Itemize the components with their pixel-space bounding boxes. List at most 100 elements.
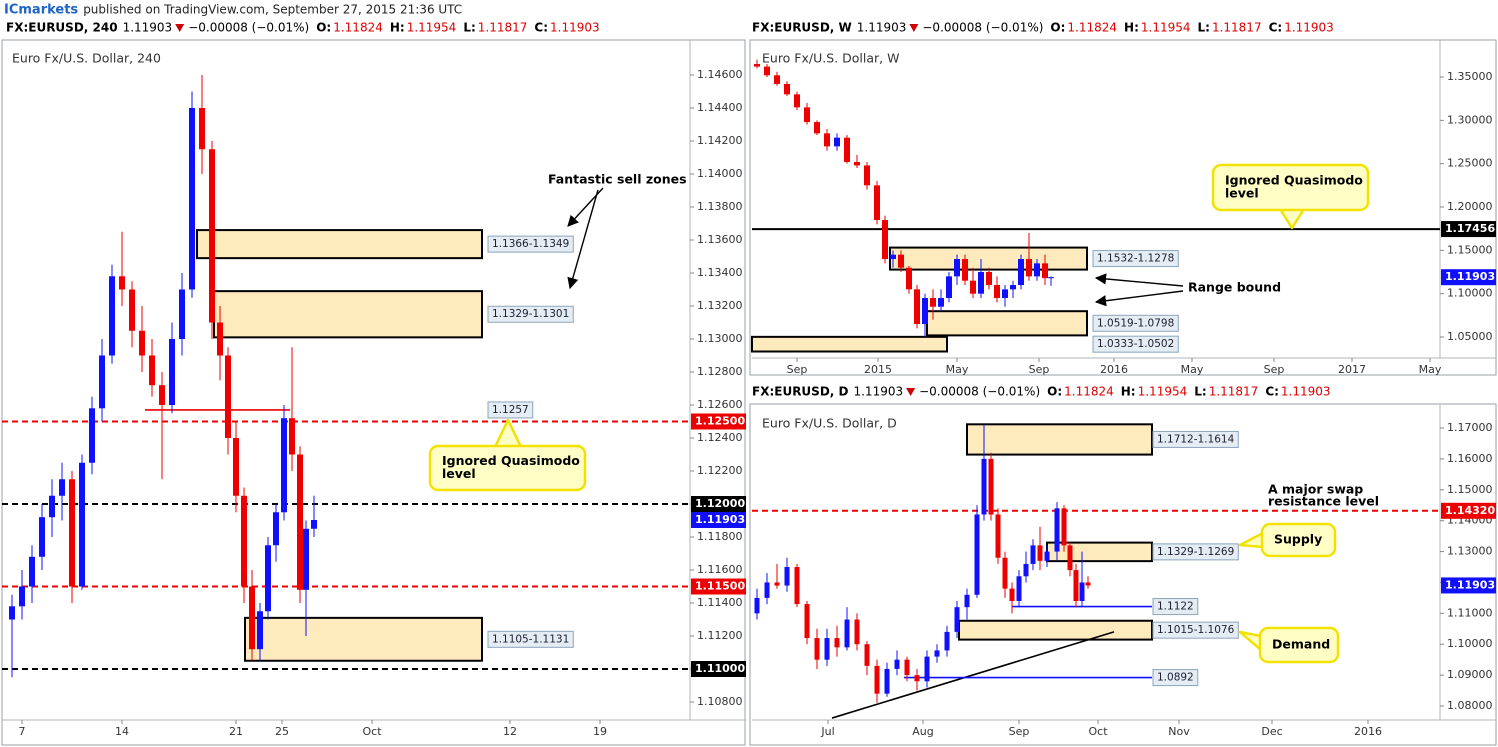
callout-box — [1260, 522, 1337, 558]
y-tick-label: 1.10000 — [1447, 287, 1493, 300]
candle-body — [962, 259, 968, 281]
callout-box — [1258, 626, 1340, 664]
ohlc-value: 1.11954 — [1141, 21, 1191, 35]
candle-body — [978, 272, 984, 294]
candle-body — [804, 107, 810, 123]
candle-body — [824, 133, 830, 147]
candle-body — [834, 137, 840, 147]
x-tick-label: 25 — [275, 725, 289, 738]
y-tick-label: 1.14400 — [697, 101, 743, 114]
x-tick-label: Jul — [820, 725, 834, 738]
level-badge — [1441, 221, 1496, 238]
y-tick-label: 1.30000 — [1447, 113, 1493, 126]
ohlc-value: 1.11824 — [1067, 21, 1117, 35]
zone — [926, 310, 1088, 337]
zone-label: 1.1712-1.1614 — [1157, 433, 1235, 445]
candle-body — [844, 619, 850, 648]
candle-body — [249, 586, 255, 650]
candle-body — [179, 289, 185, 339]
y-tick-label: 1.13000 — [1447, 545, 1493, 558]
candle-body — [988, 458, 994, 515]
candle-body — [890, 254, 896, 260]
y-tick-label: 1.13600 — [697, 233, 743, 246]
zone-label: 1.1105-1.1131 — [492, 633, 569, 645]
last-price-badge — [691, 512, 746, 529]
last-price-badge — [1441, 269, 1496, 286]
level-badge — [691, 413, 746, 430]
candle-body — [874, 185, 880, 221]
annotation-arrow — [1094, 290, 1184, 307]
x-tick-label: Dec — [1261, 725, 1282, 738]
callout-box — [1211, 163, 1370, 212]
chart-title: Euro Fx/U.S. Dollar, W — [762, 51, 899, 66]
level-badge-label: 1.12000 — [695, 497, 745, 510]
candle-body — [149, 355, 155, 386]
candle-body — [784, 567, 790, 586]
candle-body — [273, 512, 279, 546]
candle-body — [970, 280, 976, 294]
candle-body — [1002, 289, 1008, 299]
last-price: 1.11903 — [853, 385, 903, 399]
candle-body — [89, 408, 95, 463]
price-change: −0.00008 (−0.01%) — [922, 21, 1043, 35]
level-label-box — [1152, 598, 1199, 616]
annotation-text: Fantastic sell zones — [548, 172, 687, 187]
candle-body — [199, 107, 205, 150]
zone-label-box — [1092, 335, 1179, 353]
candle-body — [906, 267, 912, 290]
zone-label-box — [487, 305, 574, 323]
ohlc-value: 1.11817 — [1212, 21, 1262, 35]
last-price: 1.11903 — [123, 21, 173, 35]
ohlc-label: H: — [1121, 385, 1136, 399]
ohlc-value: 1.11817 — [478, 21, 528, 35]
x-tick-label: Oct — [1088, 725, 1108, 738]
ohlc-label: H: — [1124, 21, 1139, 35]
candle-body — [69, 479, 75, 587]
candle-body — [1079, 582, 1085, 601]
callout-box — [428, 444, 587, 492]
level-label-box — [1152, 669, 1199, 687]
ohlc-value: 1.11817 — [1209, 385, 1259, 399]
candle-body — [1037, 545, 1043, 561]
zone — [751, 335, 948, 353]
candle-body — [946, 276, 952, 299]
level-badge — [691, 496, 746, 513]
y-tick-label: 1.11600 — [697, 563, 743, 576]
zone-label-box — [1152, 543, 1239, 561]
candle-body — [1061, 508, 1067, 546]
level-badge — [691, 578, 746, 595]
candle-body — [774, 582, 780, 586]
candle-body — [854, 161, 860, 166]
candle-body — [882, 220, 888, 260]
y-tick-label: 1.12600 — [697, 398, 743, 411]
candle-body — [924, 656, 930, 682]
candle-body — [1030, 545, 1036, 564]
level-badge — [1441, 502, 1496, 519]
ohlc-label: C: — [1265, 385, 1279, 399]
candle-body — [139, 330, 145, 356]
candle-body — [754, 64, 760, 67]
ohlc-value: 1.11824 — [1064, 385, 1114, 399]
candle-body — [257, 611, 263, 650]
chart-title: Euro Fx/U.S. Dollar, 240 — [12, 51, 161, 66]
candle-body — [995, 514, 1001, 558]
y-tick-label: 1.12200 — [697, 464, 743, 477]
candle-body — [864, 644, 870, 666]
last-price-label: 1.11903 — [1445, 578, 1495, 591]
candle-body — [981, 458, 987, 515]
candle-body — [189, 107, 195, 290]
symbol: FX:EURUSD, 240 — [6, 21, 118, 35]
y-tick-label: 1.13400 — [697, 266, 743, 279]
candle-body — [19, 586, 25, 607]
y-tick-label: 1.09000 — [1447, 668, 1493, 681]
y-tick-label: 1.13800 — [697, 200, 743, 213]
candle-body — [954, 607, 960, 632]
zone — [966, 423, 1153, 456]
ohlc-label: L: — [1198, 21, 1210, 35]
candle-body — [794, 94, 800, 108]
candle-body — [764, 582, 770, 598]
candle-body — [814, 638, 820, 660]
x-tick-label: 21 — [229, 725, 243, 738]
candle-body — [784, 83, 790, 95]
